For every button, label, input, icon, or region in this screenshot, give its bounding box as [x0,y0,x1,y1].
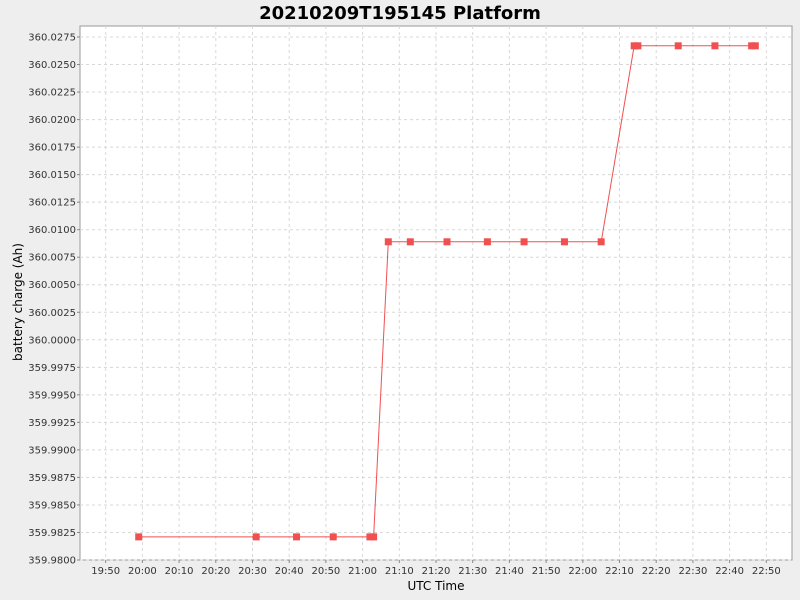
y-tick-label: 360.0175 [28,143,76,154]
y-tick-label: 360.0225 [28,88,76,99]
y-tick-label: 360.0025 [28,308,76,319]
x-tick-label: 21:10 [385,566,414,577]
y-tick-label: 360.0075 [28,253,76,264]
data-point [711,42,719,50]
x-tick-label: 20:40 [275,566,304,577]
x-tick-label: 21:00 [348,566,377,577]
x-tick-label: 21:40 [495,566,524,577]
data-point [483,238,491,246]
chart-title: 20210209T195145 Platform [259,3,541,24]
y-tick-label: 359.9975 [28,363,76,374]
x-axis-label: UTC Time [408,579,465,593]
x-tick-label: 20:30 [238,566,267,577]
series-group [135,42,759,541]
y-tick-label: 359.9800 [28,556,76,567]
y-tick-label: 359.9950 [28,390,76,401]
x-tick-label: 20:00 [128,566,157,577]
data-point [135,533,143,541]
data-point [520,238,528,246]
x-tick-label: 22:10 [605,566,634,577]
x-axis-ticks: 19:50 20:00 20:10 20:20 20:30 20:40 20:50 21:00… [91,560,781,577]
x-tick-label: 21:20 [422,566,451,577]
y-tick-label: 359.9825 [28,528,76,539]
x-tick-label: 22:00 [568,566,597,577]
data-point [366,533,374,541]
data-point [560,238,568,246]
y-tick-label: 360.0150 [28,170,76,181]
gridlines [80,26,792,561]
y-tick-label: 359.9875 [28,473,76,484]
x-tick-label: 21:30 [458,566,487,577]
x-tick-label: 21:50 [532,566,561,577]
data-point [751,42,759,50]
y-tick-label: 360.0250 [28,60,76,71]
y-tick-label: 359.9850 [28,500,76,511]
y-tick-label: 360.0000 [28,335,76,346]
y-tick-label: 360.0275 [28,33,76,44]
y-tick-label: 359.9925 [28,418,76,429]
y-tick-label: 359.9900 [28,445,76,456]
data-point [748,42,756,50]
x-tick-label: 22:30 [678,566,707,577]
x-tick-label: 19:50 [91,566,120,577]
x-tick-label: 22:50 [752,566,781,577]
data-point [630,42,638,50]
x-tick-label: 20:50 [311,566,340,577]
x-tick-label: 22:20 [642,566,671,577]
y-axis-label: battery charge (Ah) [11,243,25,361]
data-point [329,533,337,541]
data-point [674,42,682,50]
x-tick-label: 22:40 [715,566,744,577]
y-tick-label: 360.0125 [28,198,76,209]
x-tick-label: 20:10 [165,566,194,577]
data-point [443,238,451,246]
data-point [252,533,260,541]
y-tick-label: 360.0200 [28,115,76,126]
data-point [597,238,605,246]
y-tick-label: 360.0100 [28,225,76,236]
data-point [406,238,414,246]
x-tick-label: 20:20 [201,566,230,577]
data-point [370,533,378,541]
y-axis-ticks: 359.9800 359.9825 359.9850 359.9875 359.9900… [28,33,80,567]
data-point [384,238,392,246]
y-tick-label: 360.0050 [28,280,76,291]
data-point [634,42,642,50]
data-point [293,533,301,541]
